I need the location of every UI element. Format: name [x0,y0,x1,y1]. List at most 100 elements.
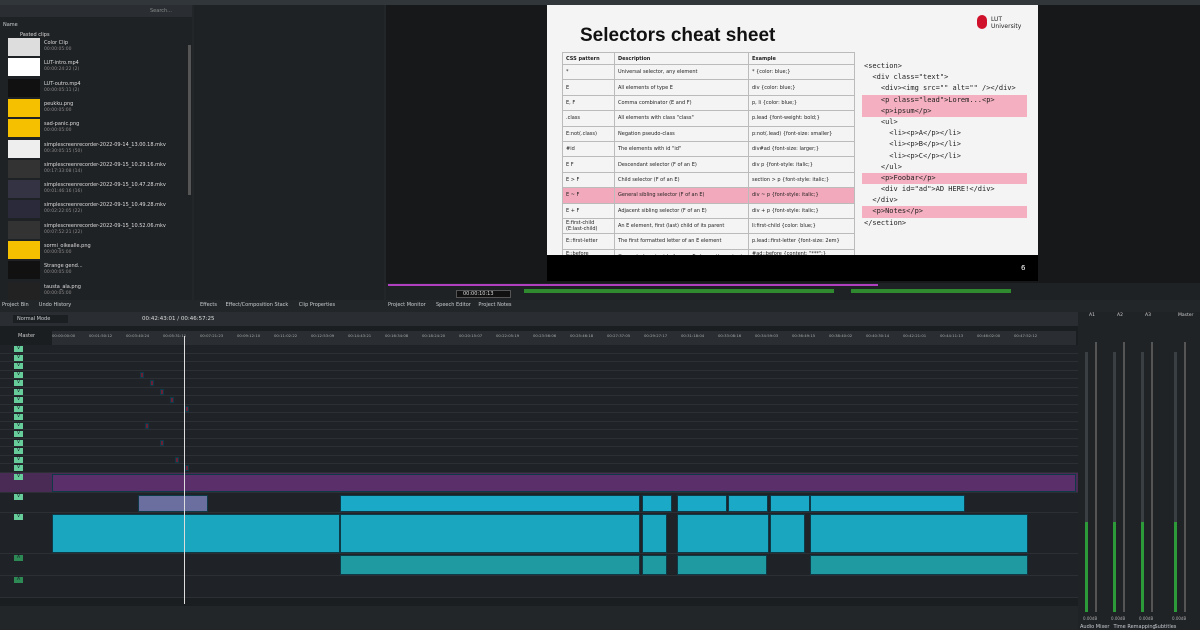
fader[interactable] [1184,342,1186,612]
track-row [0,396,1078,405]
track-label[interactable]: V [14,439,23,446]
track-label[interactable]: A [14,554,23,561]
track-label[interactable]: V [14,363,23,369]
timeline-clip[interactable] [175,456,179,463]
timeline-clip[interactable] [770,494,810,512]
timeline-clip[interactable] [677,554,767,575]
clip-name[interactable]: simplescreenrecorder-2022-09-15_10.49.28… [44,202,166,209]
tab[interactable]: Project Monitor [388,302,426,308]
timeline-clip[interactable] [340,513,640,553]
timeline-clip[interactable] [642,513,667,553]
track-label[interactable]: V [14,493,23,500]
clip-name[interactable]: LUT-outro.mp4 [44,80,81,87]
timeline-clip[interactable] [52,513,340,553]
clip-thumbnail [8,180,40,199]
timeline-clip[interactable] [140,371,144,378]
ruler-label: 00:05:31:11 [163,333,187,338]
tab[interactable]: Effects [200,302,217,308]
track-label[interactable]: V [14,456,23,463]
table-cell: Adjacent sibling selector (F of an E) [614,202,749,219]
track-label[interactable]: V [14,380,23,386]
code-line: <p>ipsum</p> [862,105,1027,117]
clip-name[interactable]: tausta_ala.png [44,283,81,290]
timeline-clip[interactable] [677,513,769,553]
folder[interactable]: Pasted clips [20,32,50,38]
clip-name[interactable]: Strange gend... [44,263,83,270]
audio-meter [851,289,1011,293]
timeline-clip[interactable] [160,439,164,446]
timeline-clip[interactable] [160,388,164,395]
fader[interactable] [1151,342,1153,612]
track-label[interactable]: V [14,448,23,454]
track-label[interactable]: V [14,422,23,429]
tab[interactable]: Subtitles [1154,624,1177,630]
track-label[interactable]: V [14,354,23,361]
timeline-clip[interactable] [170,397,174,403]
timeline-clip[interactable] [52,473,1076,492]
tab[interactable]: Time Remapping [1113,624,1156,630]
track-label[interactable]: V [14,388,23,395]
ruler-label: 00:33:08:16 [718,333,742,338]
fader[interactable] [1095,342,1097,612]
timeline-clip[interactable] [185,405,189,412]
timeline-clip[interactable] [642,554,667,575]
track-label[interactable]: V [14,405,23,412]
table-cell: E, F [562,94,615,112]
clip-name[interactable]: simplescreenrecorder-2022-09-14_13.00.18… [44,141,166,148]
clip-name[interactable]: sormi_oikealle.png [44,243,91,249]
track-label[interactable]: V [14,414,23,420]
clip-name[interactable]: simplescreenrecorder-2022-09-15_10.47.28… [44,182,166,189]
clip-info: 00:00:05:00 [44,128,72,134]
fader[interactable] [1123,342,1125,612]
ruler-label: 00:25:46:18 [570,333,594,338]
tab[interactable]: Project Notes [478,302,512,308]
tab[interactable]: Clip Properties [298,302,336,308]
tab[interactable]: Effect/Composition Stack [225,302,289,308]
timeline-clip[interactable] [677,494,727,512]
clip-name[interactable]: peukku.png [44,100,74,107]
timeline-clip[interactable] [642,494,672,512]
track-label[interactable]: V [14,397,23,403]
track-row [0,413,1078,422]
timeline-clip[interactable] [150,380,154,386]
track-label[interactable]: V [14,465,23,471]
timeline-clip[interactable] [145,422,149,429]
timeline-clip[interactable] [185,465,189,471]
meter-level [1174,522,1177,612]
clip-info: 00:00:05:00 [44,290,72,296]
clip-name[interactable]: Color Clip [44,40,69,46]
table-row: E + F Adjacent sibling selector (F of an … [562,202,855,219]
clip-name[interactable]: simplescreenrecorder-2022-09-15_10.52.06… [44,222,166,229]
track-label[interactable]: A [14,576,23,583]
tab[interactable]: Undo History [38,302,72,308]
clip-name[interactable]: sad-panic.png [44,121,80,128]
track-row [0,353,1078,362]
track-label[interactable]: V [14,513,23,520]
edit-mode[interactable]: Normal Mode [13,315,68,323]
clip-name[interactable]: LUT-intro.mp4 [44,60,79,67]
timeline-clip[interactable] [340,494,640,512]
timeline-clip[interactable] [340,554,640,575]
timeline-clip[interactable] [810,494,965,512]
ruler-label: 00:09:12:10 [237,333,261,338]
playhead [184,336,185,604]
track-label[interactable]: V [14,431,23,437]
clip-name[interactable]: simplescreenrecorder-2022-09-15_10.29.16… [44,161,166,168]
menubar [0,0,1200,5]
timeline-clip[interactable] [810,554,1028,575]
tab[interactable]: Project Bin [2,302,29,308]
timeline-clip[interactable] [138,494,208,512]
track-label[interactable]: V [14,346,23,352]
table-cell: p.lead::first-letter {font-size: 2em} [748,233,855,250]
search[interactable]: Search... [150,8,172,14]
tab[interactable]: Speech Editor [436,302,471,308]
table-cell: An E element, first (last) child of its … [614,217,749,235]
track-label[interactable]: V [14,371,23,378]
tab[interactable]: Audio Mixer [1080,624,1110,630]
monitor-timecode[interactable]: 00:00:10:13 [456,290,511,298]
timeline-clip[interactable] [770,513,805,553]
clip-thumbnail [8,139,40,158]
track-label[interactable]: V [14,473,23,480]
timeline-clip[interactable] [810,513,1028,553]
timeline-clip[interactable] [728,494,768,512]
